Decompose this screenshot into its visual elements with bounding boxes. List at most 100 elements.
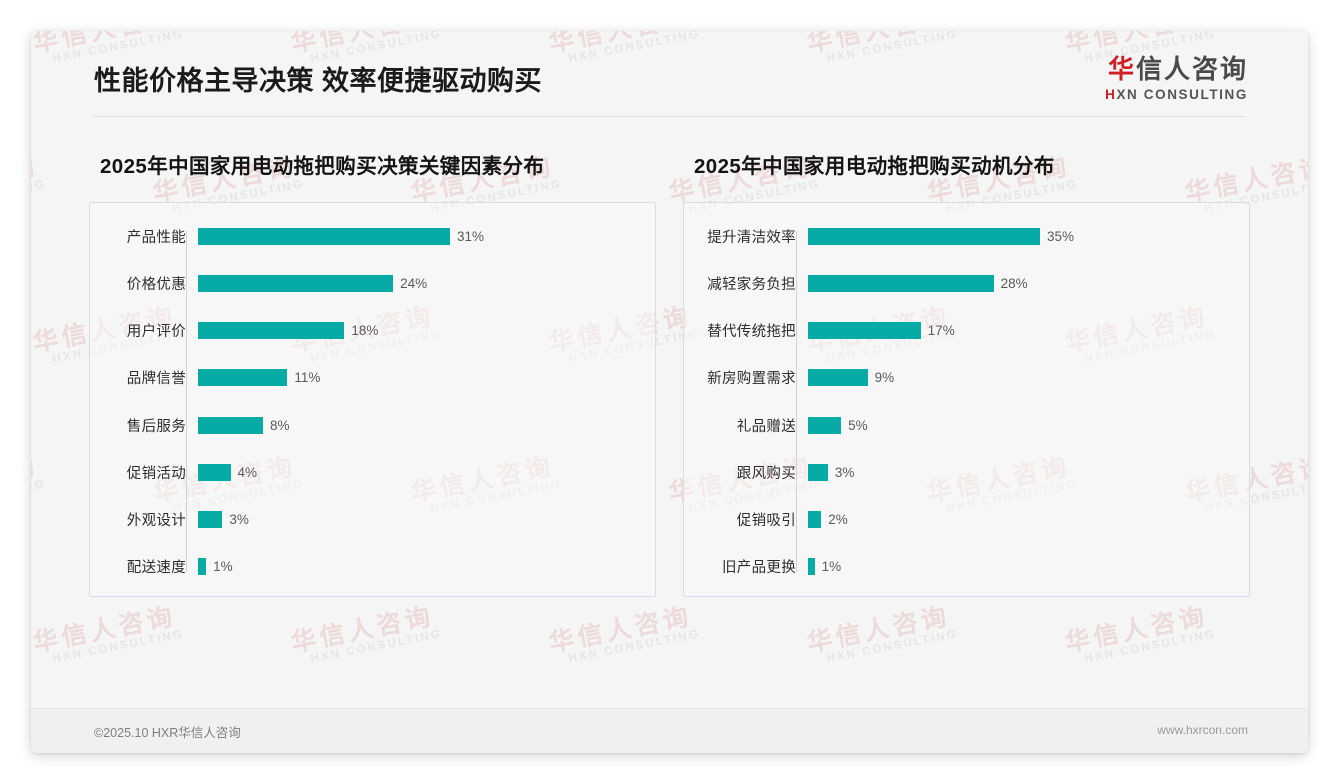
bar-category-label: 价格优惠: [126, 276, 186, 293]
bar-track: 8%: [198, 416, 641, 434]
logo-english-text: HXN CONSULTING: [1105, 87, 1248, 102]
chart-axis-line: [186, 231, 187, 572]
bar-fill: [808, 369, 868, 387]
bar-track: 2%: [808, 511, 1235, 529]
bar-category-label: 用户评价: [126, 324, 186, 341]
bar-category-label: 促销吸引: [736, 513, 796, 530]
chart-title-right: 2025年中国家用电动拖把购买动机分布: [694, 155, 1055, 178]
bar-list-right: 提升清洁效率 35% 减轻家务负担 28% 替代传统拖把 17% 新房购置需求 9% 礼品赠送 5…: [684, 225, 1235, 578]
bar-track: 28%: [808, 274, 1235, 292]
header-divider: [93, 116, 1246, 117]
bar-fill: [198, 322, 345, 340]
bar-track: 31%: [198, 227, 641, 245]
bar-row[interactable]: 新房购置需求 9%: [684, 367, 1235, 389]
bar-fill: [808, 227, 1040, 245]
bar-value-label: 35%: [1047, 228, 1075, 244]
bar-category-label: 旧产品更换: [722, 560, 796, 577]
bar-category-label: 跟风购买: [736, 465, 796, 482]
bar-value-label: 17%: [927, 323, 955, 339]
bar-value-label: 24%: [400, 275, 428, 291]
bar-row[interactable]: 价格优惠 24%: [90, 272, 641, 294]
bar-category-label: 替代传统拖把: [707, 324, 796, 341]
bar-row[interactable]: 促销活动 4%: [90, 461, 641, 483]
bar-track: 17%: [808, 322, 1235, 340]
chart-panel-left: 产品性能 31% 价格优惠 24% 用户评价 18% 品牌信誉 11% 售后服务 8% 促销活动 4%…: [89, 202, 656, 597]
bar-category-label: 品牌信誉: [126, 371, 186, 388]
bar-category-label: 产品性能: [126, 229, 186, 246]
bar-fill: [198, 227, 450, 245]
bar-value-label: 4%: [237, 464, 258, 480]
bar-row[interactable]: 配送速度 1%: [90, 556, 641, 578]
bar-row[interactable]: 产品性能 31%: [90, 225, 641, 247]
bar-fill: [808, 463, 828, 481]
bar-track: 35%: [808, 227, 1235, 245]
bar-row[interactable]: 跟风购买 3%: [684, 461, 1235, 483]
bar-row[interactable]: 替代传统拖把 17%: [684, 320, 1235, 342]
bar-track: 3%: [198, 511, 641, 529]
bar-value-label: 3%: [834, 464, 855, 480]
bar-category-label: 促销活动: [126, 465, 186, 482]
bar-category-label: 售后服务: [126, 418, 186, 435]
slide-header: 性能价格主导决策 效率便捷驱动购买 华信人咨询 HXN CONSULTING: [31, 31, 1308, 121]
chart-block-left: 2025年中国家用电动拖把购买决策关键因素分布 产品性能 31% 价格优惠 24% 用户…: [89, 149, 656, 597]
chart-axis-line: [796, 231, 797, 572]
bar-fill: [198, 463, 231, 481]
bar-row[interactable]: 促销吸引 2%: [684, 509, 1235, 531]
bar-category-label: 配送速度: [126, 560, 186, 577]
bar-category-label: 外观设计: [126, 513, 186, 530]
bar-track: 1%: [198, 558, 641, 576]
bar-track: 3%: [808, 463, 1235, 481]
bar-value-label: 11%: [294, 370, 321, 386]
bar-fill: [198, 416, 264, 434]
bar-category-label: 减轻家务负担: [707, 276, 796, 293]
chart-panel-right: 提升清洁效率 35% 减轻家务负担 28% 替代传统拖把 17% 新房购置需求 9% 礼品赠送 5…: [683, 202, 1250, 597]
bar-track: 18%: [198, 322, 641, 340]
bar-value-label: 18%: [351, 323, 379, 339]
website-link[interactable]: www.hxrcon.com: [1157, 723, 1248, 737]
logo-en-first-char: H: [1105, 86, 1117, 102]
bar-row[interactable]: 旧产品更换 1%: [684, 556, 1235, 578]
bar-fill: [198, 558, 207, 576]
bar-track: 1%: [808, 558, 1235, 576]
bar-row[interactable]: 减轻家务负担 28%: [684, 272, 1235, 294]
bar-value-label: 28%: [1000, 275, 1028, 291]
bar-category-label: 新房购置需求: [707, 371, 796, 388]
bar-track: 24%: [198, 274, 641, 292]
logo-chinese-text: 华信人咨询: [1105, 55, 1248, 84]
bar-fill: [808, 322, 921, 340]
bar-row[interactable]: 品牌信誉 11%: [90, 367, 641, 389]
bar-row[interactable]: 礼品赠送 5%: [684, 414, 1235, 436]
chart-block-right: 2025年中国家用电动拖把购买动机分布 提升清洁效率 35% 减轻家务负担 28% 替代…: [683, 149, 1250, 597]
bar-row[interactable]: 外观设计 3%: [90, 509, 641, 531]
bar-fill: [198, 274, 394, 292]
bar-row[interactable]: 提升清洁效率 35%: [684, 225, 1235, 247]
logo-en-rest: XN CONSULTING: [1116, 86, 1248, 102]
bar-fill: [808, 558, 815, 576]
bar-value-label: 3%: [229, 512, 249, 528]
bar-fill: [808, 511, 822, 529]
brand-logo: 华信人咨询 HXN CONSULTING: [1105, 55, 1248, 102]
bar-row[interactable]: 用户评价 18%: [90, 320, 641, 342]
bar-category-label: 提升清洁效率: [707, 229, 796, 246]
bar-row[interactable]: 售后服务 8%: [90, 414, 641, 436]
bar-category-label: 礼品赠送: [736, 418, 796, 435]
bar-track: 5%: [808, 416, 1235, 434]
bar-value-label: 2%: [828, 512, 848, 528]
bar-track: 11%: [198, 369, 641, 387]
bar-track: 4%: [198, 463, 641, 481]
charts-container: 2025年中国家用电动拖把购买决策关键因素分布 产品性能 31% 价格优惠 24% 用户…: [31, 149, 1308, 597]
logo-cn-rest: 信人咨询: [1135, 54, 1248, 84]
bar-track: 9%: [808, 369, 1235, 387]
bar-value-label: 9%: [874, 370, 895, 386]
bar-value-label: 8%: [270, 417, 290, 433]
slide-footer: ©2025.10 HXR华信人咨询 www.hxrcon.com: [31, 708, 1308, 753]
bar-value-label: 1%: [213, 559, 233, 575]
logo-cn-first-char: 华: [1107, 54, 1136, 84]
bar-fill: [198, 511, 223, 529]
